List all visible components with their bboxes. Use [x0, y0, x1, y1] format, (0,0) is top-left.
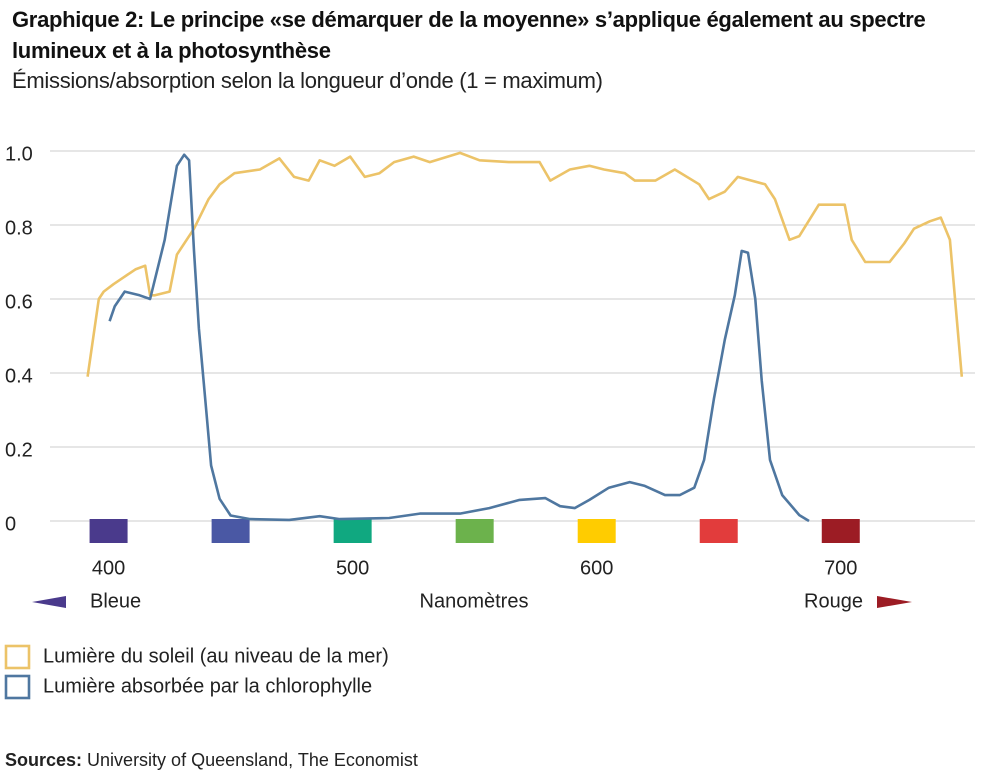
x-tick-label: 700: [824, 557, 857, 579]
y-tick-label: 0.8: [5, 217, 33, 239]
spectrum-swatch: [821, 519, 860, 543]
chart-title: Graphique 2: Le principe «se démarquer d…: [12, 7, 926, 63]
spectrum-swatch: [333, 519, 372, 543]
source: Sources: University of Queensland, The E…: [5, 750, 418, 771]
axis-title: Nanomètres: [420, 590, 529, 612]
y-tick-label: 0: [5, 513, 16, 535]
x-tick-label: 500: [336, 557, 369, 579]
x-tick-label: 600: [580, 557, 613, 579]
spectrum-swatch: [577, 519, 616, 543]
legend-swatch: [4, 644, 31, 670]
axis-note: Bleue: [90, 590, 141, 612]
legend-label: Lumière du soleil (au niveau de la mer): [43, 645, 389, 667]
spectrum-swatch: [699, 519, 738, 543]
source-text: University of Queensland, The Economist: [87, 750, 418, 770]
axis-note: Rouge: [804, 590, 863, 612]
y-tick-label: 0.6: [5, 291, 33, 313]
y-tick-label: 0.4: [5, 365, 33, 387]
chart-subtitle: Émissions/absorption selon la longueur d…: [12, 68, 603, 93]
spectrum-swatch: [455, 519, 494, 543]
legend-swatch: [4, 674, 31, 700]
arrow-left: [32, 596, 66, 608]
source-label: Sources:: [5, 750, 83, 770]
arrow-right: [877, 596, 912, 608]
y-tick-label: 0.2: [5, 439, 33, 461]
series-line: [86, 151, 964, 377]
spectrum-swatch: [89, 519, 128, 543]
x-tick-label: 400: [92, 557, 125, 579]
y-tick-label: 1.0: [5, 143, 33, 165]
series-line: [108, 153, 810, 523]
legend-label: Lumière absorbée par la chlorophylle: [43, 675, 372, 697]
spectrum-swatch: [211, 519, 250, 543]
